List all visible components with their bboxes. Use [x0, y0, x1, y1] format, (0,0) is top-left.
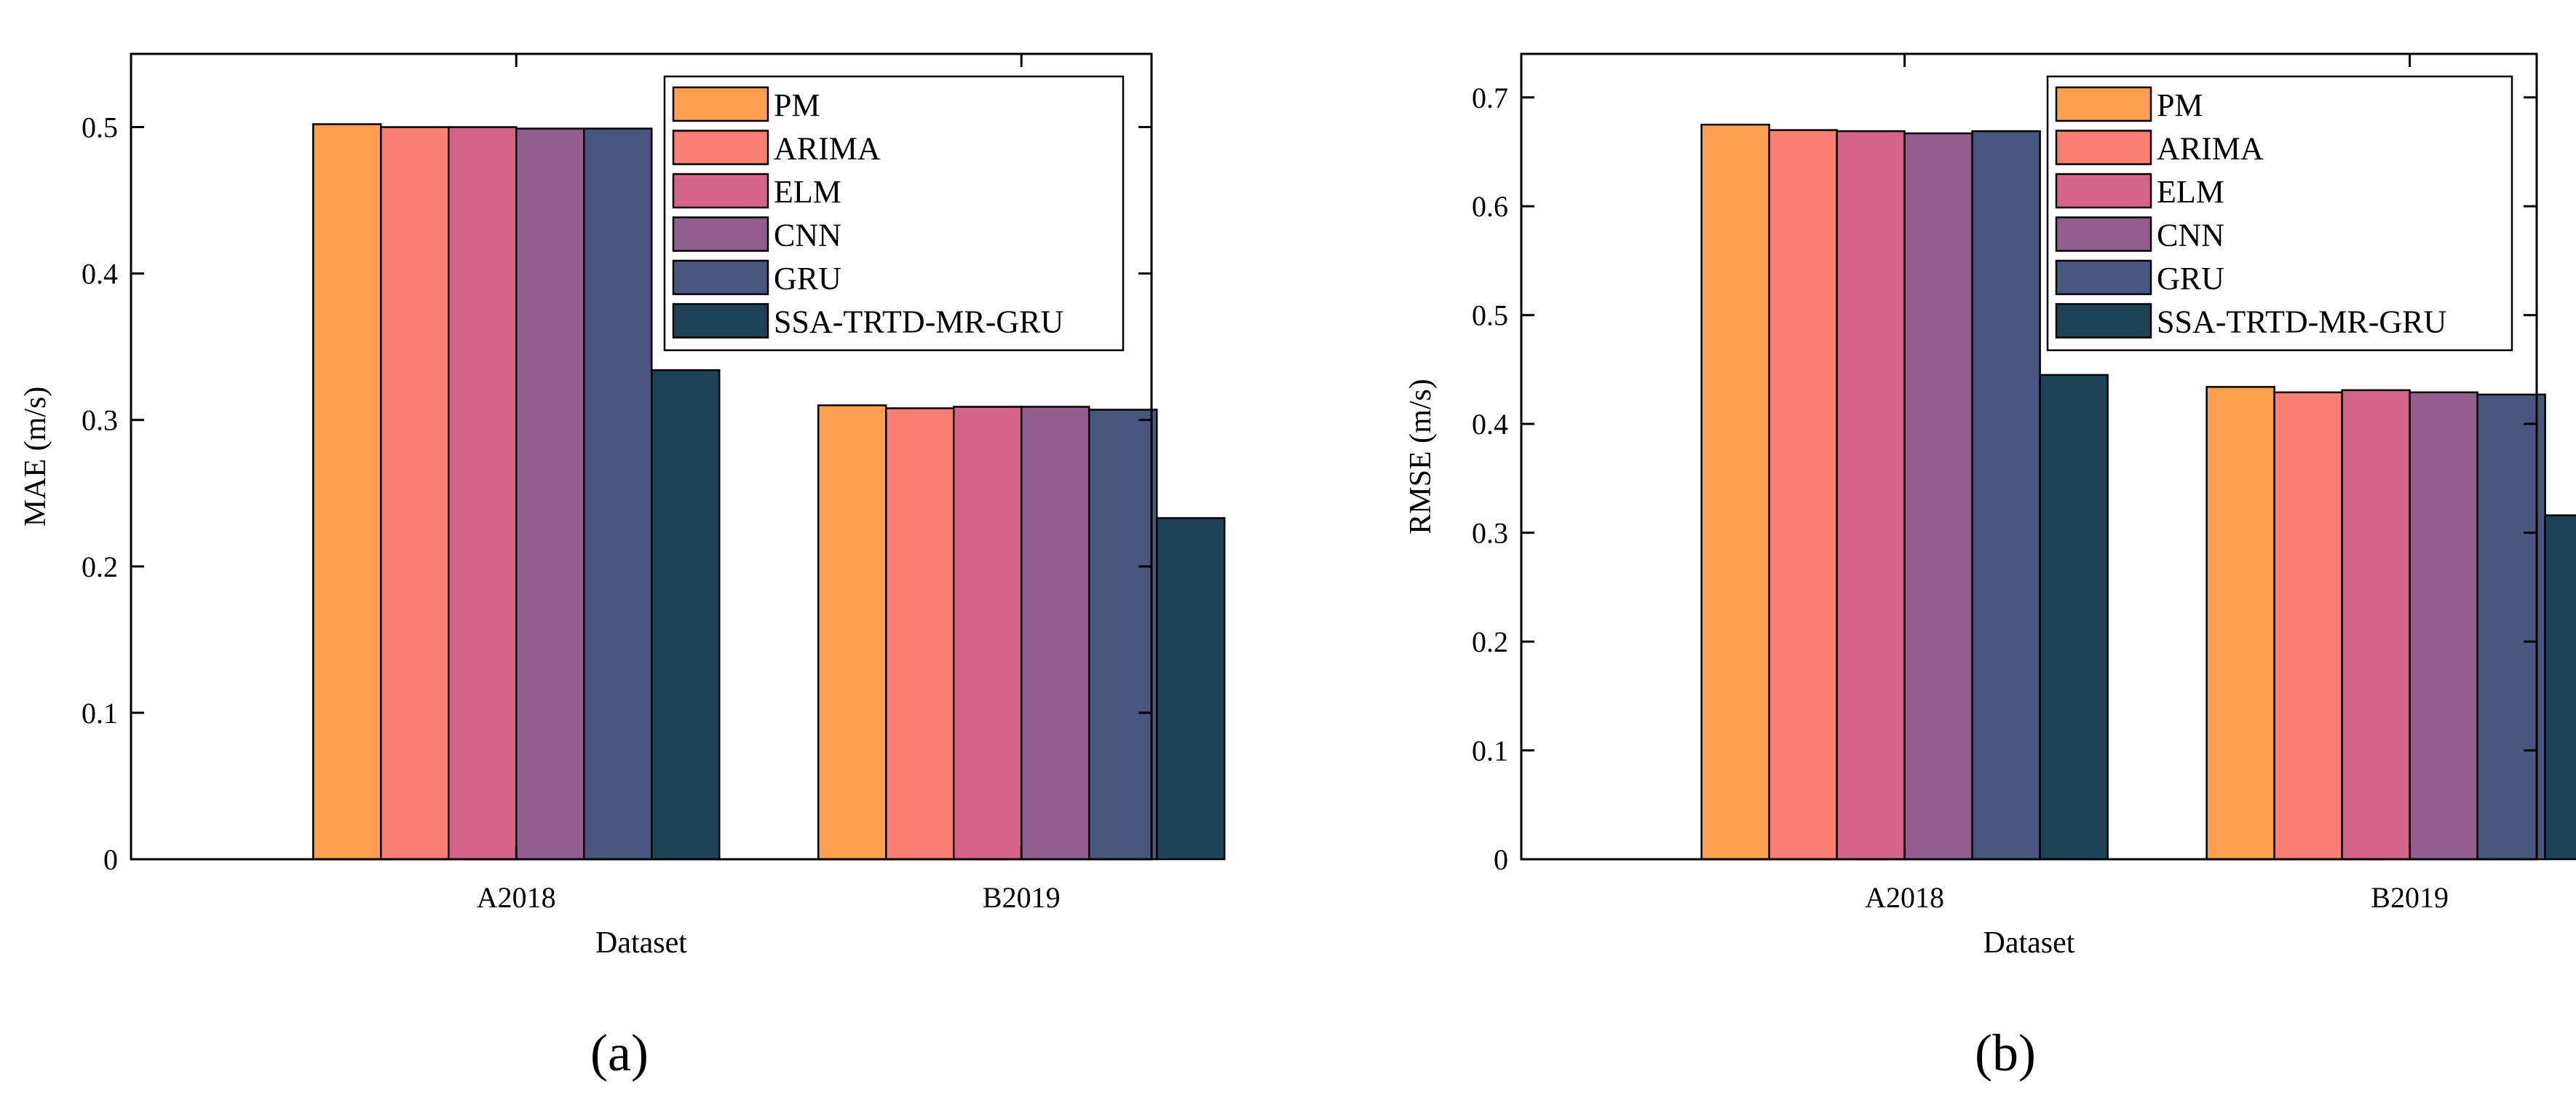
plot-frame	[1520, 52, 2538, 861]
legend-swatch	[672, 130, 769, 165]
legend-swatch	[672, 173, 769, 209]
x-tick-label: B2019	[983, 881, 1061, 914]
bar-pm-b2019	[2206, 386, 2275, 861]
bar-arima-a2018	[1768, 129, 1838, 861]
legend-label: SSA-TRTD-MR-GRU	[2157, 304, 2446, 340]
legend-label: ARIMA	[2157, 131, 2264, 167]
bar-ssa-trtd-mr-gru-a2018	[651, 369, 721, 861]
y-tick-label: 0.2	[82, 550, 118, 583]
bar-gru-b2019	[2476, 393, 2546, 861]
y-tick-label: 0.6	[1472, 190, 1508, 223]
bar-cnn-a2018	[1903, 132, 1973, 861]
y-tick-label: 0.5	[82, 111, 118, 144]
y-tick-label: 0.3	[1472, 517, 1508, 550]
legend-label: CNN	[774, 218, 841, 253]
bar-gru-a2018	[1971, 130, 2041, 861]
bar-ssa-trtd-mr-gru-b2019	[1156, 517, 1226, 861]
y-tick-label: 0.5	[1472, 299, 1508, 332]
bar-gru-b2019	[1088, 409, 1158, 861]
bar-cnn-b2019	[1021, 406, 1090, 861]
plot-frame	[130, 52, 1153, 861]
bar-pm-b2019	[817, 404, 887, 861]
panel-label: (b)	[1975, 1024, 2036, 1082]
legend-label: PM	[2157, 87, 2203, 123]
legend-swatch	[2055, 303, 2152, 339]
legend-label: ELM	[774, 174, 841, 210]
bar-cnn-b2019	[2409, 391, 2478, 861]
legend-label: ELM	[2157, 174, 2224, 210]
y-tick-label: 0.3	[82, 404, 118, 437]
legend-swatch	[672, 216, 769, 252]
legend-swatch	[2055, 130, 2152, 165]
x-tick-label: B2019	[2371, 881, 2449, 914]
y-tick-label: 0.2	[1472, 625, 1508, 658]
y-tick-label: 0	[1494, 843, 1508, 876]
chart-panel-b: 0 0.1 0.2 0.3 0.4 0.5 0.6 0.7 A2018 B2019 Dataset R…	[1404, 52, 2576, 1082]
bar-elm-a2018	[448, 126, 518, 861]
x-tick-label: A2018	[477, 881, 556, 914]
y-tick-label: 0.1	[82, 697, 118, 730]
legend-swatch	[2055, 173, 2152, 209]
y-axis-label: RMSE (m/s)	[1404, 379, 1438, 534]
bar-elm-b2019	[953, 406, 1023, 861]
x-axis-label: Dataset	[1983, 926, 2075, 960]
legend-label: PM	[774, 87, 820, 123]
legend: PM ARIMA ELM CNN GRU SSA-TRTD-MR-GRU	[663, 75, 1125, 352]
bar-ssa-trtd-mr-gru-b2019	[2544, 514, 2576, 861]
legend-swatch	[672, 303, 769, 339]
bar-arima-b2019	[885, 407, 955, 861]
y-axis-label: MAE (m/s)	[19, 387, 52, 527]
legend-label: CNN	[2157, 218, 2224, 253]
y-tick-label: 0.4	[1472, 408, 1508, 441]
legend-swatch	[2055, 86, 2152, 122]
bar-elm-a2018	[1836, 130, 1906, 861]
bar-cnn-a2018	[515, 127, 585, 861]
legend-label: GRU	[2157, 261, 2224, 296]
legend: PM ARIMA ELM CNN GRU SSA-TRTD-MR-GRU	[2046, 75, 2513, 352]
legend-label: GRU	[774, 261, 841, 296]
legend-swatch	[2055, 216, 2152, 252]
legend-swatch	[672, 259, 769, 296]
y-tick-label: 0.4	[82, 258, 118, 291]
y-tick-label: 0.1	[1472, 735, 1508, 767]
bar-elm-b2019	[2341, 389, 2411, 861]
y-tick-label: 0	[103, 843, 118, 876]
chart-panel-a: 0 0.1 0.2 0.3 0.4 0.5 A2018 B2019 Dataset MAE (m/…	[19, 52, 1226, 1082]
bar-arima-b2019	[2273, 391, 2343, 861]
legend-label: ARIMA	[774, 131, 881, 167]
legend-label: SSA-TRTD-MR-GRU	[774, 304, 1063, 340]
legend-swatch	[2055, 259, 2152, 296]
bar-pm-a2018	[1700, 123, 1770, 861]
bar-gru-a2018	[583, 127, 653, 861]
y-tick-label: 0.7	[1472, 82, 1508, 114]
bar-arima-a2018	[380, 126, 450, 861]
legend-swatch	[672, 86, 769, 122]
x-tick-label: A2018	[1865, 881, 1944, 914]
bar-ssa-trtd-mr-gru-a2018	[2039, 374, 2109, 861]
bar-pm-a2018	[312, 123, 382, 861]
x-axis-label: Dataset	[595, 926, 687, 960]
panel-label: (a)	[590, 1024, 649, 1082]
